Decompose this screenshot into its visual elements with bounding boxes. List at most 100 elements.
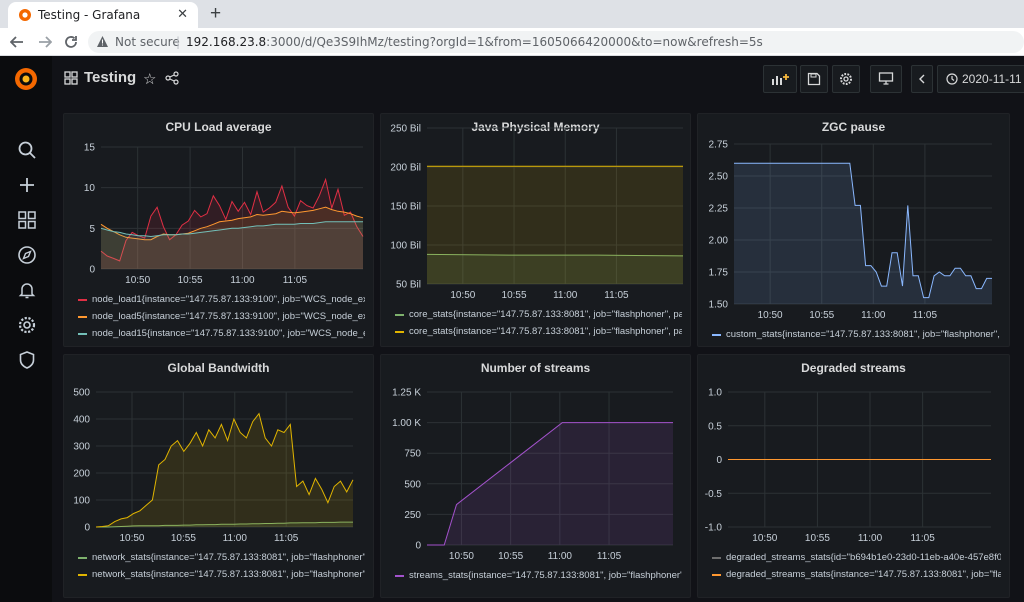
legend-item[interactable]: node_load1{instance="147.75.87.133:9100"… (78, 291, 365, 308)
panel-global-bandwidth[interactable]: Global Bandwidth 0 100 200 300 400 500 10:50 10:… (63, 354, 374, 598)
panel-title[interactable]: CPU Load average (165, 120, 272, 134)
y-tick-label: 15 (84, 143, 96, 154)
panel-java-physical-memory[interactable]: Java Physical Memory 50 Bil 100 Bil 150 Bil… (380, 113, 691, 347)
legend-item[interactable]: network_stats{instance="147.75.87.133:80… (78, 549, 365, 566)
tab-close-icon[interactable]: ✕ (177, 6, 188, 21)
forward-icon[interactable] (38, 35, 52, 49)
explore-compass-icon[interactable] (17, 245, 37, 265)
panel-title[interactable]: Java Physical Memory (471, 120, 600, 134)
x-tick-label: 11:00 (223, 533, 248, 544)
url-separator: | (176, 35, 181, 49)
panel-legend: custom_stats{instance="147.75.87.133:808… (712, 326, 1001, 343)
x-tick-label: 11:00 (858, 533, 883, 544)
y-tick-label: 5 (89, 224, 95, 235)
server-admin-shield-icon[interactable] (17, 350, 37, 370)
legend-item[interactable]: network_stats{instance="147.75.87.133:80… (78, 566, 365, 583)
security-label[interactable]: Not secure (115, 35, 180, 49)
star-icon[interactable]: ☆ (143, 71, 157, 88)
tab-title: Testing - Grafana (38, 8, 141, 22)
legend-swatch (78, 573, 87, 576)
time-shift-back-button[interactable] (911, 65, 933, 93)
share-icon[interactable] (165, 71, 179, 85)
url-text[interactable]: 192.168.23.8:3000/d/Qe3S9IhMz/testing?or… (186, 35, 763, 49)
save-dashboard-button[interactable] (800, 65, 828, 93)
warning-icon[interactable] (96, 35, 109, 48)
x-tick-label: 10:50 (449, 551, 474, 562)
x-tick-label: 11:00 (230, 275, 255, 286)
panel-legend: degraded_streams_stats{id="b694b1e0-23d0… (712, 549, 1001, 583)
y-tick-label: 500 (73, 388, 90, 399)
legend-item[interactable]: core_stats{instance="147.75.87.133:8081"… (395, 323, 682, 340)
legend-item[interactable]: core_stats{instance="147.75.87.133:8081"… (395, 306, 682, 323)
series-line[interactable] (96, 521, 353, 528)
series-area-fill (734, 163, 992, 304)
y-tick-label: 50 Bil (396, 280, 421, 291)
x-tick-label: 11:00 (553, 290, 578, 301)
x-tick-label: 11:05 (283, 275, 308, 286)
dashboards-icon[interactable] (17, 210, 37, 230)
panel-title[interactable]: Number of streams (480, 361, 591, 375)
y-tick-label: 1.0 (708, 388, 722, 399)
x-tick-label: 10:50 (450, 290, 475, 301)
x-tick-label: 11:05 (274, 533, 299, 544)
legend-item[interactable]: node_load5{instance="147.75.87.133:9100"… (78, 308, 365, 325)
series-line[interactable] (427, 422, 673, 546)
y-tick-label: 250 Bil (390, 124, 421, 135)
panel-legend: streams_stats{instance="147.75.87.133:80… (395, 567, 682, 584)
legend-item[interactable]: degraded_streams_stats{instance="147.75.… (712, 566, 1001, 583)
series-line[interactable] (734, 162, 992, 299)
chart-plot: 0 250 500 750 1.00 K 1.25 K 10:50 10:55 11:00 11:… (392, 388, 673, 562)
dashboard-title[interactable]: Testing (84, 69, 137, 86)
cycle-view-mode-button[interactable] (870, 65, 902, 93)
legend-item[interactable]: streams_stats{instance="147.75.87.133:80… (395, 567, 682, 584)
url-path: :3000/d/Qe3S9IhMz/testing?orgId=1&from=1… (266, 35, 763, 49)
chart-plot: 0 100 200 300 400 500 10:50 10:55 11:00 11:05 (73, 388, 354, 544)
browser-tab[interactable]: Testing - Grafana ✕ (8, 2, 198, 28)
panel-zgc-pause[interactable]: ZGC pause 1.50 1.75 2.00 2.25 2.50 2.75 10:50 10… (697, 113, 1010, 347)
y-tick-label: 2.50 (709, 172, 729, 183)
y-tick-label: 100 (73, 496, 90, 507)
y-tick-label: 400 (73, 415, 90, 426)
grafana-logo-icon[interactable] (13, 66, 39, 92)
panel-degraded-streams[interactable]: Degraded streams -1.0 -0.5 0 0.5 1.0 10:50 10:5… (697, 354, 1010, 598)
legend-item[interactable]: custom_stats{instance="147.75.87.133:808… (712, 326, 1001, 343)
y-tick-label: 0.5 (708, 421, 722, 432)
panel-cpu-load-average[interactable]: CPU Load average 0 5 10 15 10:50 10:55 11:00 11:… (63, 113, 374, 347)
panel-title[interactable]: Global Bandwidth (167, 361, 270, 375)
new-tab-button[interactable]: + (210, 3, 222, 24)
alerting-bell-icon[interactable] (17, 280, 37, 300)
x-tick-label: 10:55 (171, 533, 196, 544)
x-tick-label: 11:00 (861, 310, 886, 321)
panel-title[interactable]: ZGC pause (821, 120, 886, 134)
y-tick-label: 0 (415, 541, 421, 552)
series-line[interactable] (100, 177, 364, 262)
x-tick-label: 11:05 (597, 551, 622, 562)
add-panel-button[interactable] (763, 65, 797, 93)
search-icon[interactable] (17, 140, 37, 160)
y-tick-label: 1.75 (709, 268, 729, 279)
legend-item[interactable]: node_load15{instance="147.75.87.133:9100… (78, 325, 365, 342)
address-bar[interactable]: Not secure | 192.168.23.8:3000/d/Qe3S9Ih… (88, 31, 1024, 53)
dashboard-settings-button[interactable] (832, 65, 860, 93)
configuration-gear-icon[interactable] (17, 315, 37, 335)
create-plus-icon[interactable] (17, 175, 37, 195)
panel-number-of-streams[interactable]: Number of streams 0 250 500 750 1.00 K 1.25 K 1… (380, 354, 691, 598)
reload-icon[interactable] (64, 35, 78, 49)
panel-title[interactable]: Degraded streams (801, 361, 906, 375)
series-line[interactable] (426, 253, 684, 257)
series-line[interactable] (100, 221, 363, 238)
series-area-fill (101, 221, 363, 269)
x-tick-label: 11:05 (604, 290, 629, 301)
save-icon (807, 72, 821, 86)
legend-item[interactable]: degraded_streams_stats{id="b694b1e0-23d0… (712, 549, 1001, 566)
series-line[interactable] (95, 412, 354, 528)
series-line[interactable] (100, 206, 364, 241)
time-range-picker[interactable]: 2020-11-11 (937, 65, 1024, 93)
browser-tab-bar: Testing - Grafana ✕ + (0, 0, 1024, 28)
add-panel-icon (772, 74, 789, 85)
y-tick-label: -0.5 (705, 489, 723, 500)
back-icon[interactable] (10, 35, 24, 49)
y-tick-label: 200 Bil (390, 163, 421, 174)
dashboard-navbar: Testing ☆ (52, 56, 1024, 102)
legend-swatch (395, 313, 404, 316)
